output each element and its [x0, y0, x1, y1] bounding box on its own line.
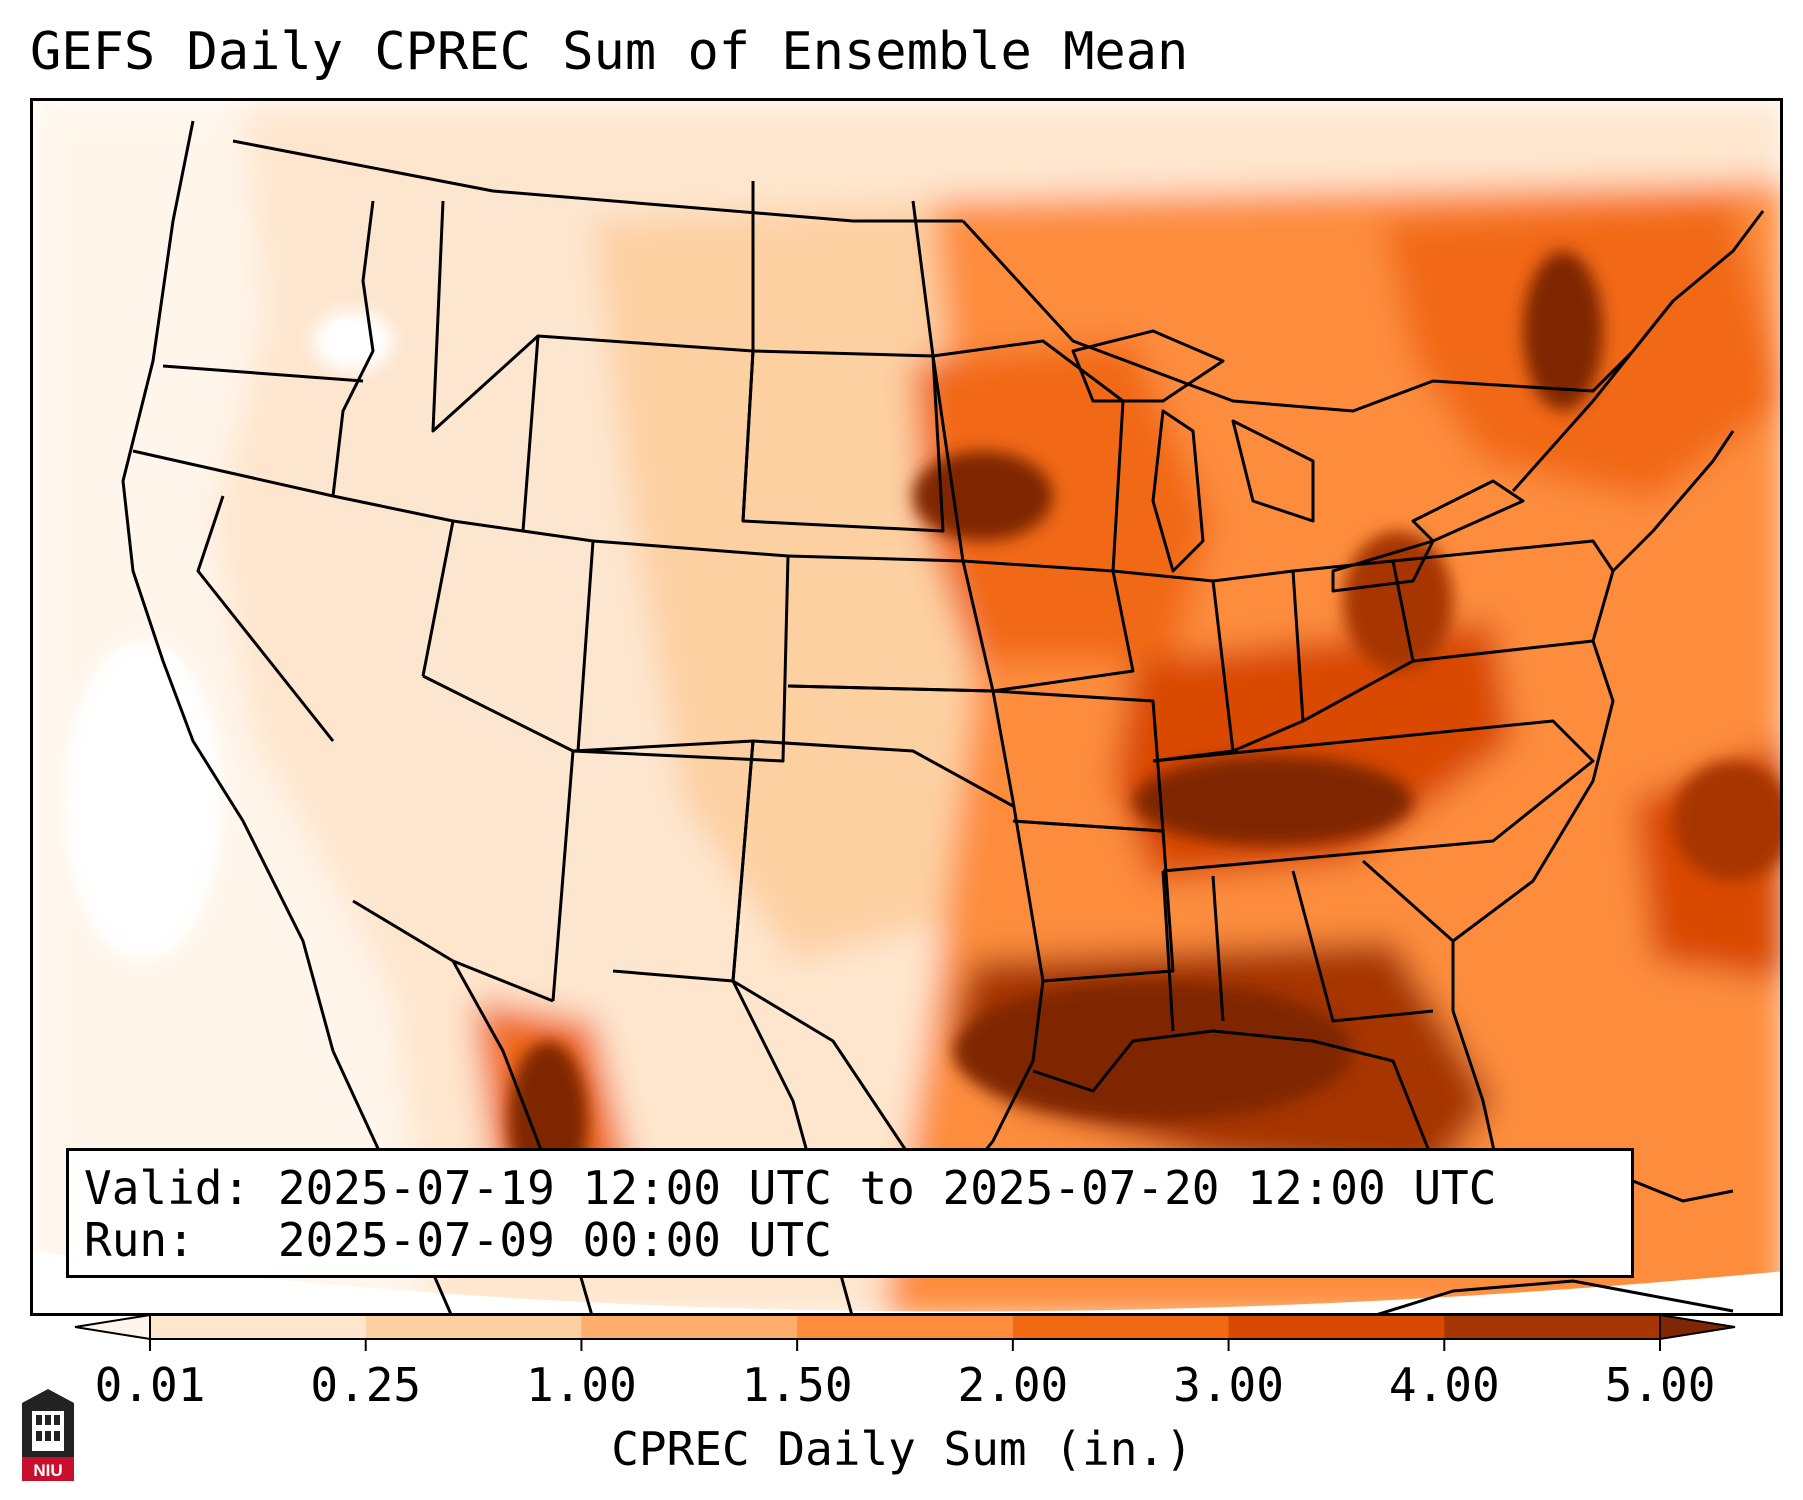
- precip-map: [33, 101, 1780, 1313]
- colorbar-tick-label: 3.00: [1173, 1358, 1284, 1412]
- colorbar-tick-label: 1.00: [526, 1358, 637, 1412]
- colorbar-segment: [150, 1315, 367, 1339]
- colorbar-segment: [581, 1315, 798, 1339]
- colorbar-tick-label: 0.01: [94, 1358, 206, 1412]
- colorbar-extend-min: [74, 1313, 151, 1341]
- colorbar: [74, 1313, 1736, 1351]
- run-value: 2025-07-09 00:00 UTC: [277, 1213, 832, 1267]
- projection-edge: [33, 1251, 1780, 1313]
- colorbar-tick-label: 2.00: [957, 1358, 1069, 1412]
- chart-title: GEFS Daily CPREC Sum of Ensemble Mean: [30, 22, 1189, 82]
- colorbar-segment: [1444, 1315, 1661, 1339]
- colorbar-segment: [797, 1315, 1014, 1339]
- colorbar-tick-label: 0.25: [310, 1358, 422, 1412]
- valid-value: 2025-07-19 12:00 UTC to 2025-07-20 12:00…: [277, 1161, 1497, 1215]
- colorbar-extend-max: [1659, 1313, 1736, 1341]
- colorbar-tick-label: 1.50: [741, 1358, 853, 1412]
- precip-field: [33, 101, 1780, 1313]
- run-line: Run: 2025-07-09 00:00 UTC: [84, 1213, 832, 1267]
- logo-text: NIU: [33, 1461, 62, 1480]
- valid-label: Valid:: [84, 1161, 251, 1215]
- colorbar-segment: [1012, 1315, 1230, 1339]
- colorbar-segment: [1228, 1315, 1445, 1339]
- colorbar-outline: [149, 1314, 1661, 1340]
- colorbar-segments: [74, 1313, 1736, 1341]
- colorbar-segment: [365, 1315, 582, 1339]
- colorbar-title: CPREC Daily Sum (in.): [611, 1422, 1193, 1476]
- colorbar-ticks: [149, 1339, 1661, 1351]
- map-panel: [30, 98, 1783, 1316]
- valid-run-box: Valid: 2025-07-19 12:00 UTC to 2025-07-2…: [66, 1148, 1634, 1278]
- colorbar-tick-label: 4.00: [1388, 1358, 1500, 1412]
- niu-logo: NIU: [22, 1389, 74, 1481]
- run-label: Run:: [84, 1213, 195, 1267]
- valid-line: Valid: 2025-07-19 12:00 UTC to 2025-07-2…: [84, 1161, 1496, 1215]
- colorbar-tick-label: 5.00: [1604, 1358, 1716, 1412]
